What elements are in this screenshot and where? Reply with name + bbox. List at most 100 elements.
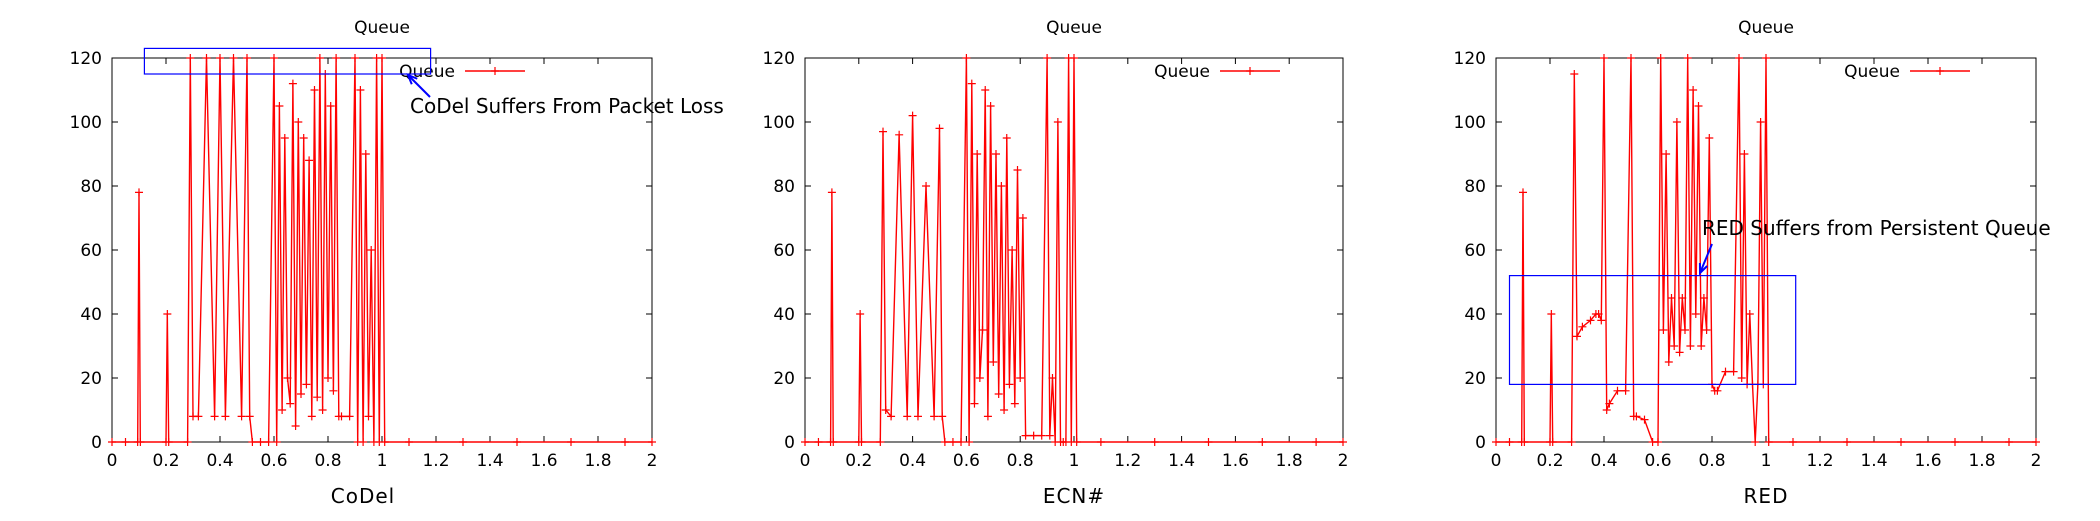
- x-tick-label: 2: [647, 451, 658, 471]
- legend-marker: [1936, 67, 1944, 75]
- data-point: [318, 406, 327, 414]
- data-point: [856, 310, 865, 318]
- data-point: [903, 412, 912, 421]
- data-point: [1613, 386, 1622, 395]
- data-point: [1699, 294, 1708, 302]
- data-point: [229, 54, 238, 62]
- y-tick-label: 20: [80, 369, 102, 389]
- data-point: [210, 412, 219, 421]
- data-point: [1010, 399, 1019, 408]
- data-point: [186, 54, 195, 62]
- data-point: [378, 54, 386, 62]
- legend-marker: [491, 67, 499, 75]
- data-point: [989, 358, 998, 366]
- panel-caption: RED: [1744, 484, 1789, 508]
- data-point: [364, 412, 373, 421]
- data-point: [1735, 54, 1743, 62]
- y-tick-label: 120: [763, 49, 795, 69]
- data-point: [814, 438, 823, 446]
- data-point: [1843, 438, 1851, 446]
- data-point: [1694, 102, 1703, 110]
- y-tick-label: 100: [70, 113, 102, 133]
- data-point: [243, 54, 251, 62]
- data-point: [286, 399, 295, 408]
- data-point: [1567, 438, 1576, 446]
- data-point: [1764, 438, 1773, 446]
- x-tick-label: 2: [2031, 451, 2042, 471]
- data-point: [621, 438, 629, 446]
- data-point: [1339, 438, 1347, 446]
- data-point: [513, 438, 521, 446]
- data-point: [2005, 438, 2013, 446]
- x-tick-label: 2: [1338, 451, 1349, 471]
- data-point: [935, 124, 944, 133]
- data-point: [108, 438, 116, 446]
- data-point: [136, 438, 145, 446]
- data-point: [1675, 348, 1684, 357]
- data-point: [359, 438, 368, 446]
- panel-caption: ECN#: [1043, 484, 1105, 508]
- data-point: [361, 150, 370, 158]
- data-point: [881, 406, 890, 414]
- data-point: [1029, 431, 1038, 440]
- data-point: [938, 412, 947, 421]
- data-point: [1621, 386, 1630, 395]
- data-point: [305, 156, 314, 165]
- y-tick-label: 80: [773, 177, 795, 197]
- data-point: [1002, 134, 1011, 142]
- y-tick-label: 60: [773, 241, 795, 261]
- data-point: [1664, 358, 1673, 366]
- x-tick-label: 0: [1491, 451, 1502, 471]
- data-point: [895, 130, 904, 139]
- x-tick-label: 1.8: [1276, 451, 1303, 471]
- data-point: [380, 438, 389, 446]
- x-tick-label: 1.4: [476, 451, 503, 471]
- data-point: [221, 412, 230, 421]
- annotation-box: [143, 47, 432, 75]
- data-point: [1656, 54, 1665, 62]
- data-point: [1662, 150, 1671, 158]
- data-point: [1018, 214, 1027, 222]
- data-point: [1016, 374, 1025, 382]
- x-tick-label: 1.2: [1114, 451, 1141, 471]
- data-point: [297, 390, 305, 398]
- annotation-arrow: [407, 74, 431, 98]
- data-point: [294, 118, 303, 126]
- x-tick-label: 0.6: [1644, 451, 1671, 471]
- y-tick-label: 80: [80, 177, 102, 197]
- data-point: [1640, 415, 1649, 424]
- data-point: [2032, 438, 2040, 446]
- data-point: [1670, 342, 1679, 350]
- annotation-text: CoDel Suffers From Packet Loss: [410, 94, 724, 118]
- data-point: [930, 412, 939, 421]
- data-point: [1586, 316, 1595, 325]
- chart-title: Queue: [1738, 18, 1794, 38]
- data-point: [1053, 118, 1062, 126]
- data-point: [1686, 342, 1695, 350]
- x-tick-label: 1.2: [1806, 451, 1833, 471]
- data-point: [827, 188, 836, 197]
- data-point: [245, 412, 254, 421]
- data-point: [1600, 54, 1608, 62]
- data-point: [313, 393, 322, 402]
- data-point: [1150, 438, 1159, 446]
- data-point: [957, 438, 966, 446]
- x-tick-label: 0.2: [1536, 451, 1563, 471]
- chart-title: Queue: [1046, 18, 1102, 38]
- data-point: [887, 412, 896, 421]
- data-point: [1678, 294, 1687, 302]
- x-tick-label: 0.2: [845, 451, 872, 471]
- data-point: [1762, 54, 1770, 62]
- x-tick-label: 1: [1069, 451, 1080, 471]
- annotation-box: [1508, 275, 1797, 386]
- data-point: [1721, 367, 1730, 376]
- data-point: [1627, 54, 1635, 62]
- data-point: [135, 188, 143, 197]
- data-point: [164, 438, 173, 446]
- x-tick-label: 0.8: [314, 451, 341, 471]
- x-tick-label: 1.8: [584, 451, 611, 471]
- data-point: [973, 150, 982, 158]
- data-point: [1070, 54, 1078, 62]
- y-tick-label: 60: [1464, 241, 1486, 261]
